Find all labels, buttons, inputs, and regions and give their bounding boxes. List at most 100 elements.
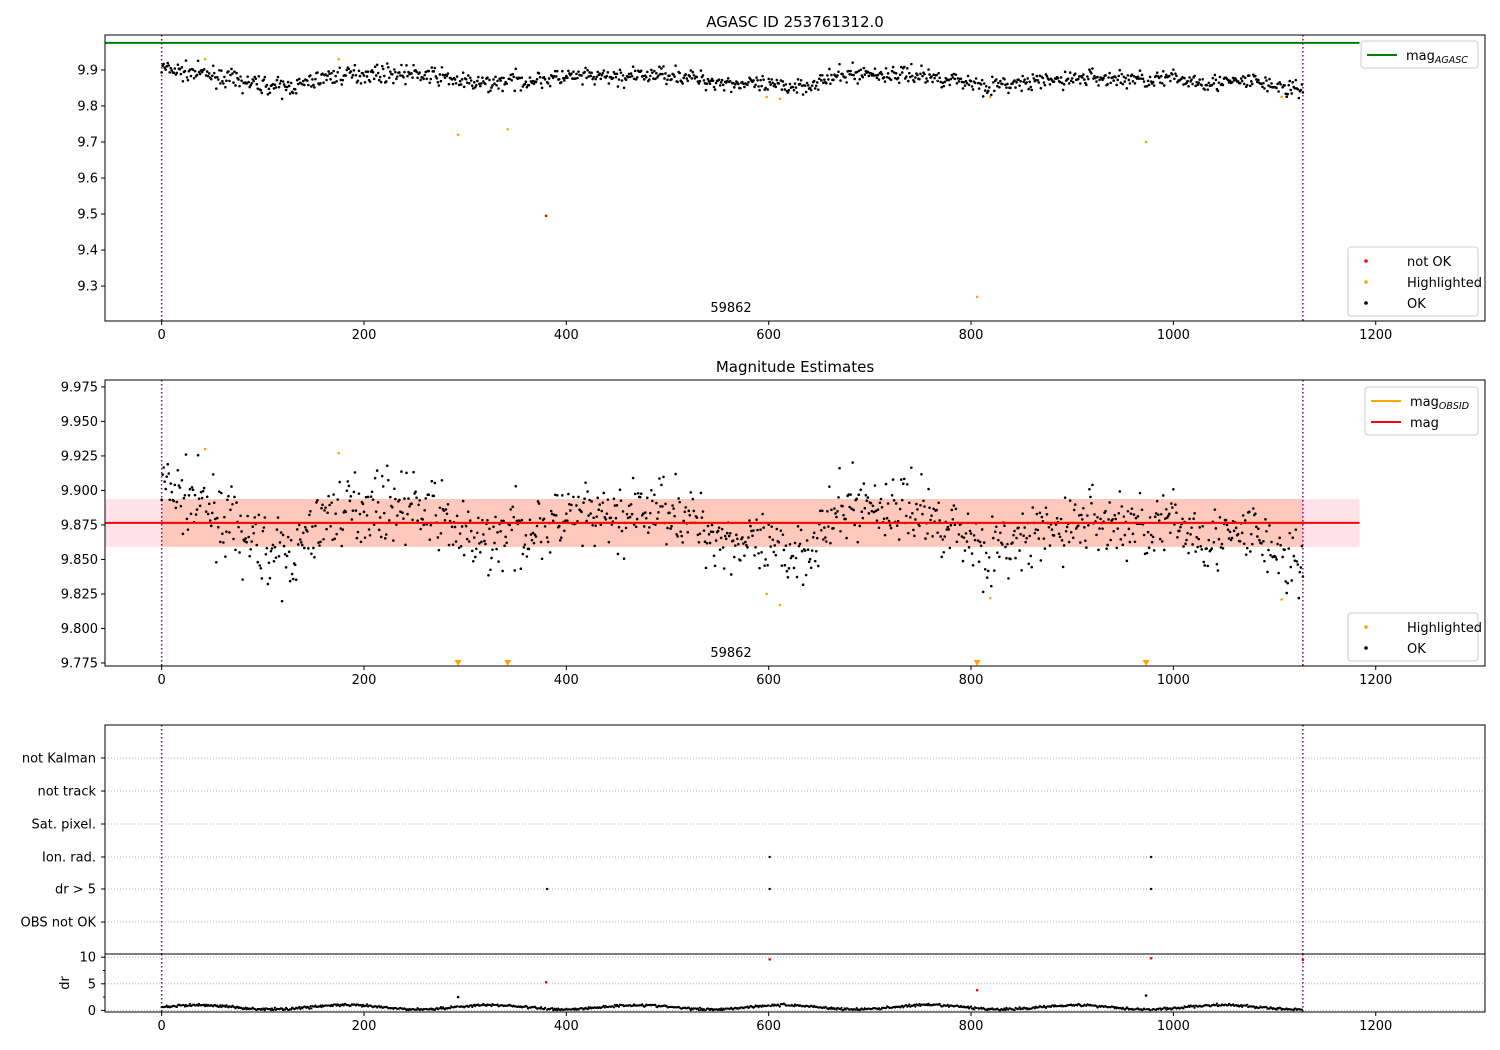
dr-point (262, 1007, 265, 1010)
ok-point (1230, 81, 1234, 84)
ok-point (577, 70, 580, 73)
legend-marker-ok (1364, 646, 1368, 650)
ok-point (751, 534, 754, 538)
legend-points-2 (1347, 612, 1479, 662)
ok-point (277, 555, 281, 558)
ok-point (1171, 73, 1174, 76)
ok-point (1264, 76, 1267, 79)
ok-point (689, 491, 693, 494)
ok-point (1277, 90, 1280, 93)
ok-point (395, 77, 398, 81)
ok-point (316, 71, 319, 74)
ok-point (1062, 544, 1066, 547)
ok-point (841, 72, 844, 76)
ok-point (230, 485, 233, 488)
ok-point (446, 502, 450, 506)
ok-point (689, 69, 693, 72)
ok-point (501, 569, 504, 573)
ok-point (1190, 78, 1193, 81)
ok-point (513, 89, 517, 93)
ok-point (1240, 531, 1244, 535)
ok-point (1238, 81, 1242, 85)
ok-point (1154, 74, 1158, 78)
ok-point (1083, 526, 1086, 529)
ok-point (188, 487, 192, 491)
ok-point (744, 540, 747, 544)
ok-point (1148, 516, 1152, 519)
ok-point (1262, 81, 1265, 85)
ok-point (855, 70, 859, 74)
ok-point (808, 557, 812, 561)
ok-point (559, 80, 563, 84)
ok-point (964, 532, 968, 535)
ok-point (301, 531, 305, 535)
ok-point (717, 526, 721, 529)
ok-point (1028, 80, 1032, 84)
highlighted-point (337, 57, 341, 61)
ok-point (283, 552, 287, 556)
ok-point (278, 541, 282, 544)
x-tick-label-3: 1000 (1157, 1019, 1190, 1034)
ok-point (478, 542, 481, 545)
ok-point (241, 578, 244, 581)
ok-point (499, 530, 502, 533)
ok-point (696, 533, 700, 537)
ok-point (941, 81, 945, 85)
ok-point (1301, 91, 1305, 94)
ok-point (1251, 82, 1254, 86)
ok-point (1088, 488, 1091, 491)
ok-point (676, 535, 679, 538)
ok-point (186, 78, 190, 82)
ok-point (216, 516, 219, 520)
ok-point (783, 88, 787, 91)
ok-point (1015, 536, 1018, 540)
ok-point (945, 528, 949, 531)
ok-point (1047, 78, 1051, 81)
dr-point (490, 1004, 493, 1008)
ok-point (657, 74, 660, 77)
ok-point (998, 555, 1001, 559)
ok-point (638, 495, 642, 499)
ok-point (1213, 508, 1217, 511)
ok-point (773, 82, 777, 86)
ok-point (769, 545, 773, 548)
ok-point (404, 82, 407, 86)
ok-point (653, 493, 656, 497)
ok-point (229, 73, 232, 77)
ok-point (1201, 524, 1205, 528)
ok-point (960, 80, 964, 84)
ok-point (281, 533, 285, 537)
ok-point (808, 86, 812, 90)
ok-point (954, 507, 958, 511)
ok-point (1194, 550, 1197, 553)
ok-point (691, 497, 695, 501)
ok-point (644, 516, 648, 520)
ok-point (480, 82, 483, 85)
ok-point (627, 504, 631, 508)
ok-point (853, 523, 856, 527)
ok-point (374, 74, 378, 77)
ok-point (1017, 78, 1020, 81)
ok-point (297, 523, 301, 527)
ok-point (486, 518, 489, 522)
dr-tick-label: 5 (88, 977, 96, 992)
ok-point (882, 517, 886, 521)
ok-point (569, 509, 572, 512)
ok-point (520, 518, 524, 522)
ok-point (334, 74, 337, 78)
ok-point (922, 499, 925, 503)
ok-point (504, 535, 507, 539)
ok-point (537, 502, 541, 505)
dr-point (298, 1005, 301, 1009)
ok-point (719, 536, 723, 540)
ok-point (929, 518, 932, 522)
ok-point (1257, 527, 1260, 531)
dr-tick-label: 10 (79, 951, 96, 966)
ok-point (649, 74, 652, 78)
ok-point (1036, 78, 1040, 82)
ok-point (479, 551, 482, 554)
ok-point (955, 540, 959, 544)
ok-point (180, 479, 184, 482)
ok-point (940, 85, 944, 89)
ok-point (714, 81, 718, 85)
